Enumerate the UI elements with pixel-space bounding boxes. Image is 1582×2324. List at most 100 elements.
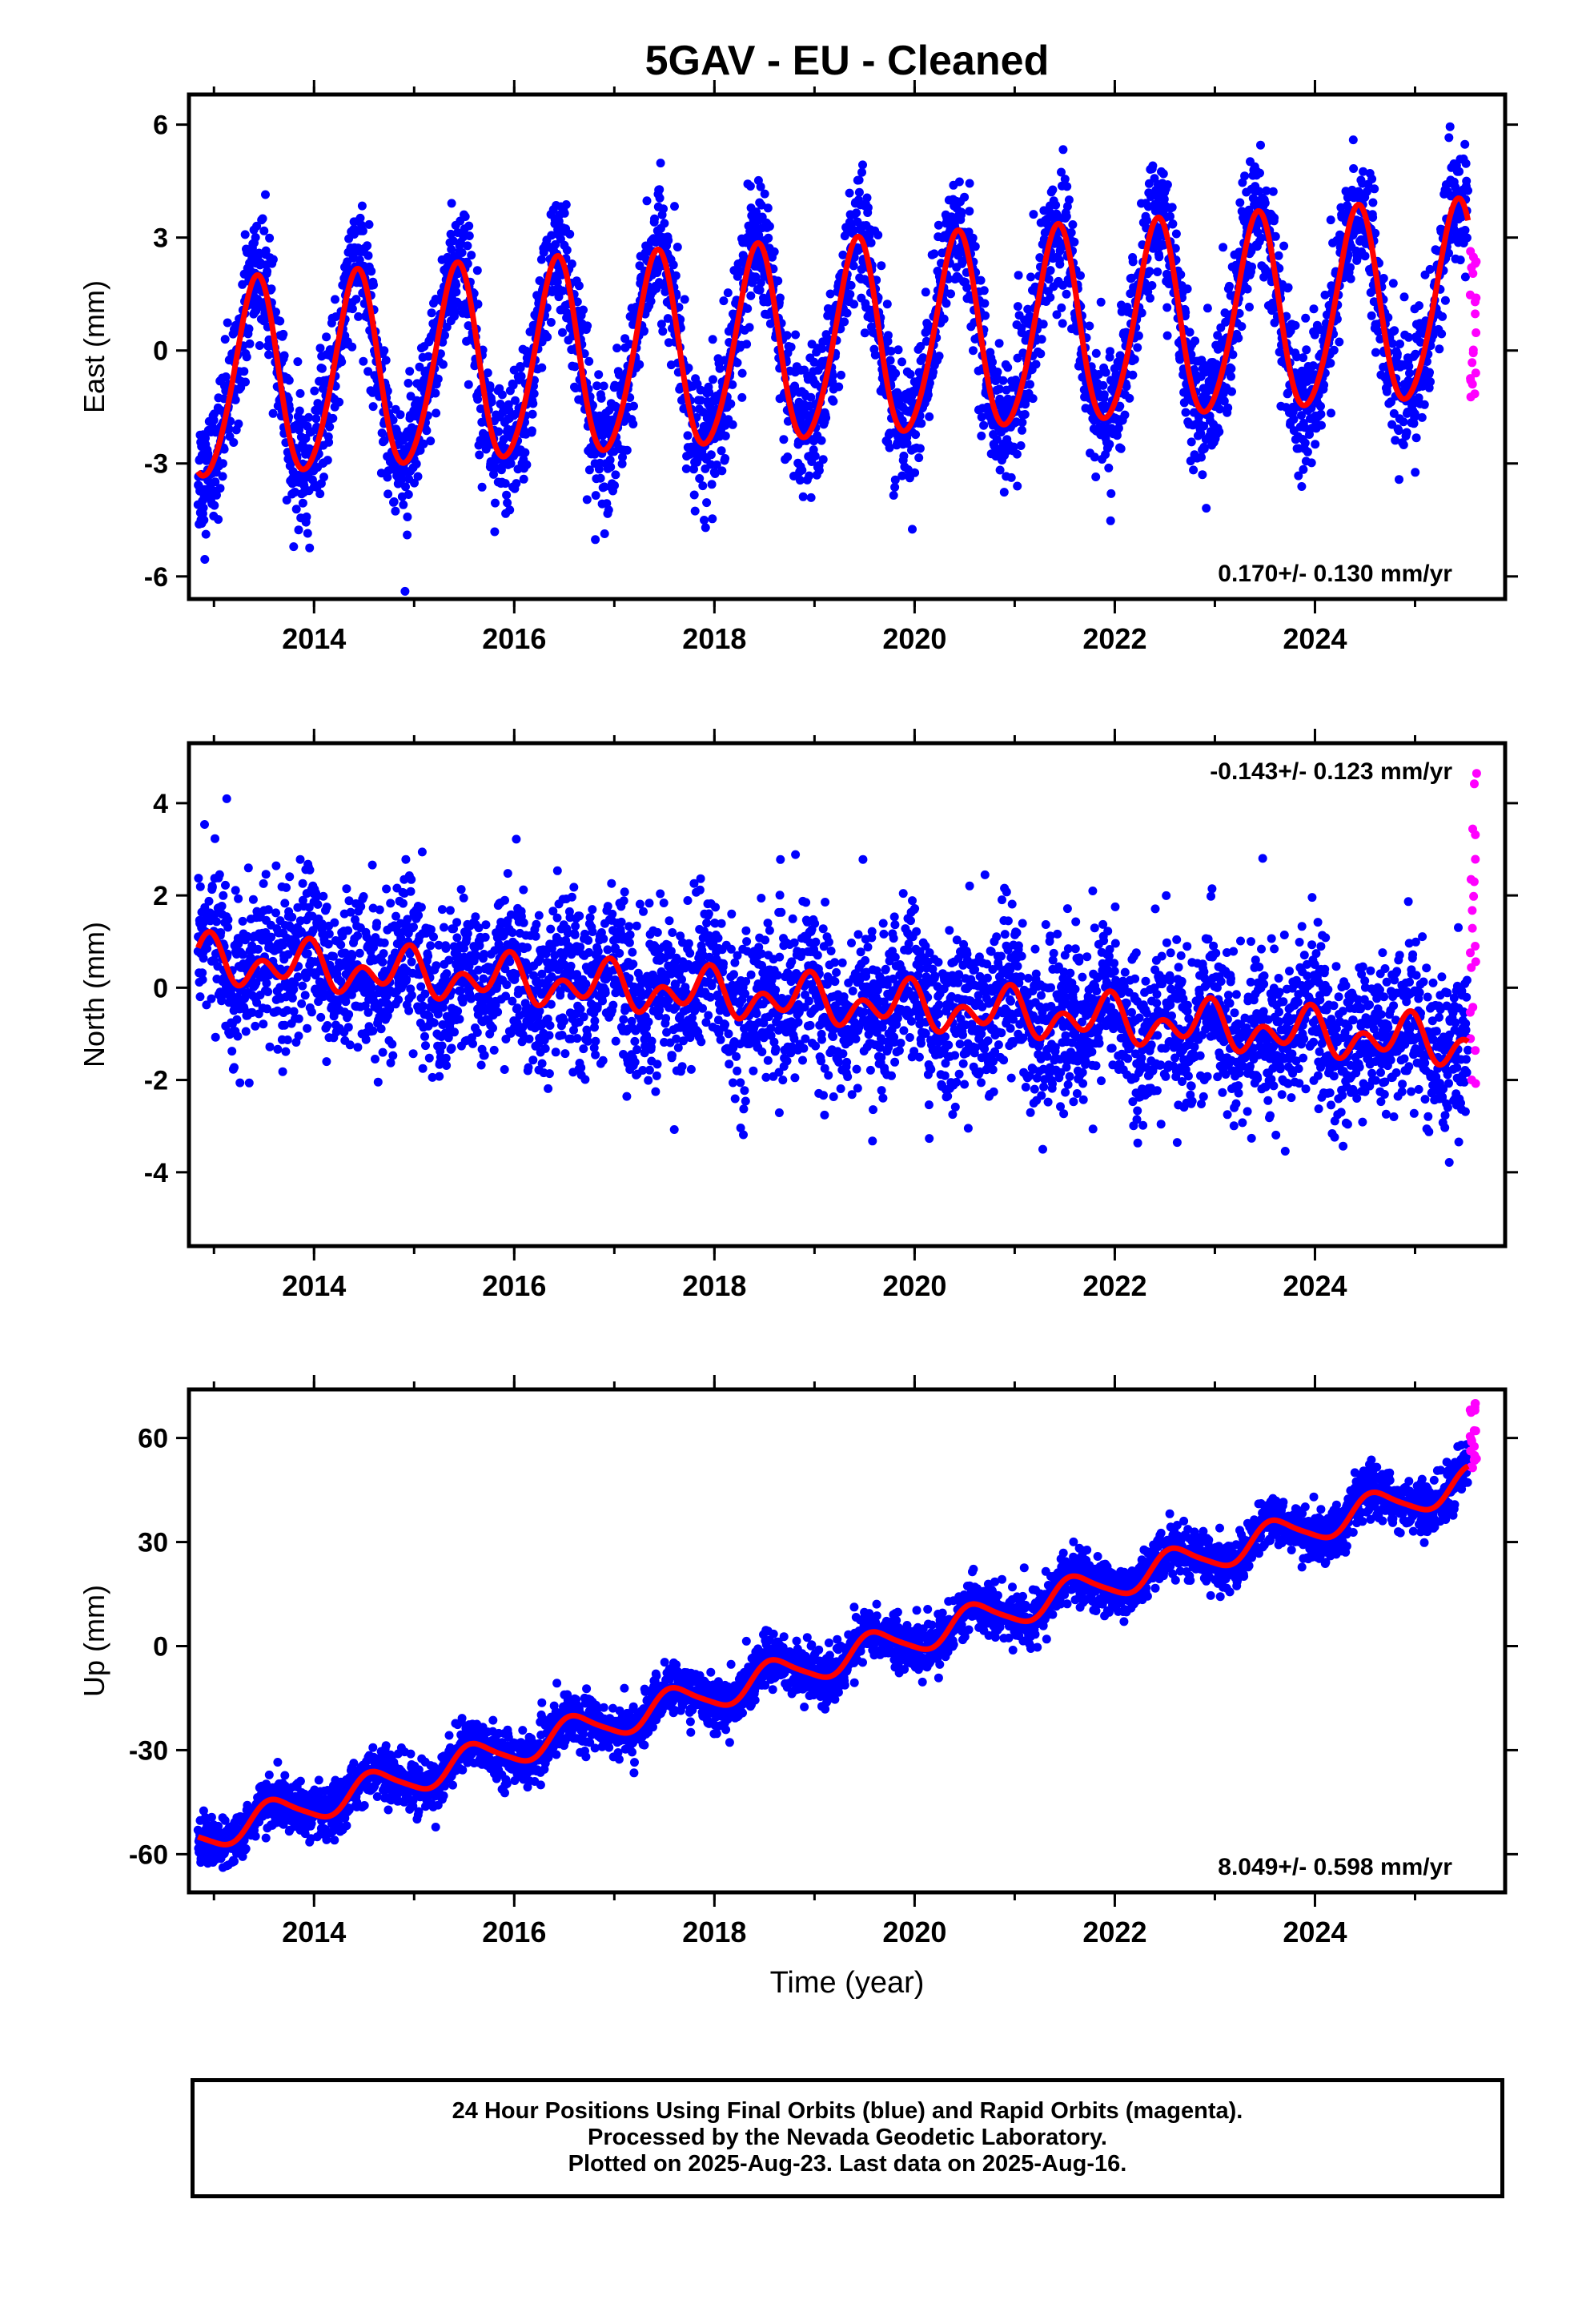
- final-point: [1462, 176, 1472, 186]
- y-tick-label: 6: [153, 111, 168, 141]
- final-point: [406, 887, 416, 896]
- final-point: [751, 272, 761, 282]
- final-point: [285, 872, 295, 882]
- final-point: [995, 394, 1005, 404]
- final-point: [233, 1031, 243, 1041]
- final-point: [415, 362, 424, 372]
- final-point: [432, 961, 441, 971]
- final-point: [1057, 303, 1066, 312]
- final-point: [231, 886, 240, 895]
- final-point: [1003, 363, 1013, 372]
- final-point: [886, 347, 896, 356]
- final-point: [335, 397, 344, 407]
- final-orbit-points: [193, 122, 1472, 596]
- final-point: [363, 241, 372, 251]
- final-point: [1105, 440, 1114, 449]
- final-point: [717, 466, 727, 476]
- final-point: [363, 251, 373, 260]
- final-point: [570, 362, 580, 372]
- final-point: [1106, 489, 1116, 498]
- final-point: [353, 1043, 363, 1052]
- final-point: [473, 395, 483, 404]
- final-point: [655, 193, 665, 203]
- final-point: [222, 794, 231, 803]
- final-point: [726, 399, 736, 408]
- final-point: [351, 295, 361, 304]
- final-point: [1435, 344, 1444, 354]
- final-point: [303, 529, 312, 538]
- final-point: [1098, 380, 1108, 390]
- final-point: [368, 1026, 378, 1035]
- final-point: [297, 999, 307, 1008]
- final-point: [324, 437, 334, 447]
- final-point: [355, 948, 364, 958]
- final-point: [646, 296, 656, 306]
- final-point: [779, 435, 789, 444]
- final-point: [857, 167, 866, 177]
- final-point: [417, 847, 427, 857]
- final-point: [1392, 349, 1402, 359]
- final-point: [885, 356, 895, 365]
- final-point: [420, 989, 430, 999]
- final-point: [282, 883, 291, 892]
- final-point: [253, 944, 263, 954]
- final-point: [401, 854, 411, 864]
- final-point: [1289, 415, 1299, 424]
- final-point: [439, 360, 448, 369]
- final-point: [658, 327, 668, 336]
- final-point: [681, 464, 691, 473]
- final-point: [295, 406, 304, 416]
- final-point: [230, 1063, 239, 1072]
- final-point: [536, 255, 546, 264]
- final-point: [1106, 347, 1114, 356]
- final-point: [1417, 412, 1427, 422]
- final-point: [407, 957, 416, 967]
- final-point: [420, 1031, 429, 1041]
- final-point: [915, 444, 925, 453]
- x-tick-label: 2018: [682, 622, 746, 655]
- final-point: [795, 476, 805, 485]
- final-point: [1227, 387, 1236, 396]
- final-point: [347, 304, 357, 314]
- final-point: [806, 392, 816, 402]
- final-point: [490, 527, 500, 537]
- final-point: [783, 452, 793, 461]
- final-point: [251, 233, 260, 242]
- final-point: [451, 307, 460, 316]
- final-point: [1101, 368, 1110, 377]
- final-point: [221, 372, 231, 381]
- final-point: [1189, 465, 1199, 475]
- final-point: [261, 870, 271, 879]
- final-point: [1462, 233, 1472, 243]
- final-point: [491, 498, 500, 508]
- final-point: [1255, 187, 1263, 196]
- final-point: [1013, 481, 1022, 491]
- final-point: [1247, 247, 1256, 256]
- final-point: [584, 356, 594, 366]
- final-point: [303, 949, 312, 959]
- final-point: [199, 515, 209, 525]
- y-tick-label: -6: [144, 562, 168, 593]
- final-point: [1388, 279, 1398, 288]
- final-point: [1394, 426, 1403, 436]
- final-point: [404, 490, 413, 499]
- final-point: [403, 513, 412, 521]
- final-point: [429, 932, 438, 942]
- final-point: [588, 400, 597, 410]
- final-point: [560, 208, 569, 218]
- final-point: [194, 874, 203, 883]
- final-point: [707, 480, 717, 489]
- final-point: [367, 388, 377, 397]
- final-point: [383, 489, 393, 499]
- final-point: [1245, 302, 1254, 312]
- final-point: [849, 261, 858, 271]
- final-point: [367, 860, 377, 870]
- final-point: [1399, 292, 1409, 302]
- final-point: [1456, 255, 1465, 265]
- final-point: [857, 264, 866, 274]
- final-point: [198, 975, 207, 984]
- final-point: [546, 318, 556, 327]
- final-point: [432, 408, 441, 418]
- final-point: [617, 459, 627, 468]
- final-point: [342, 884, 351, 894]
